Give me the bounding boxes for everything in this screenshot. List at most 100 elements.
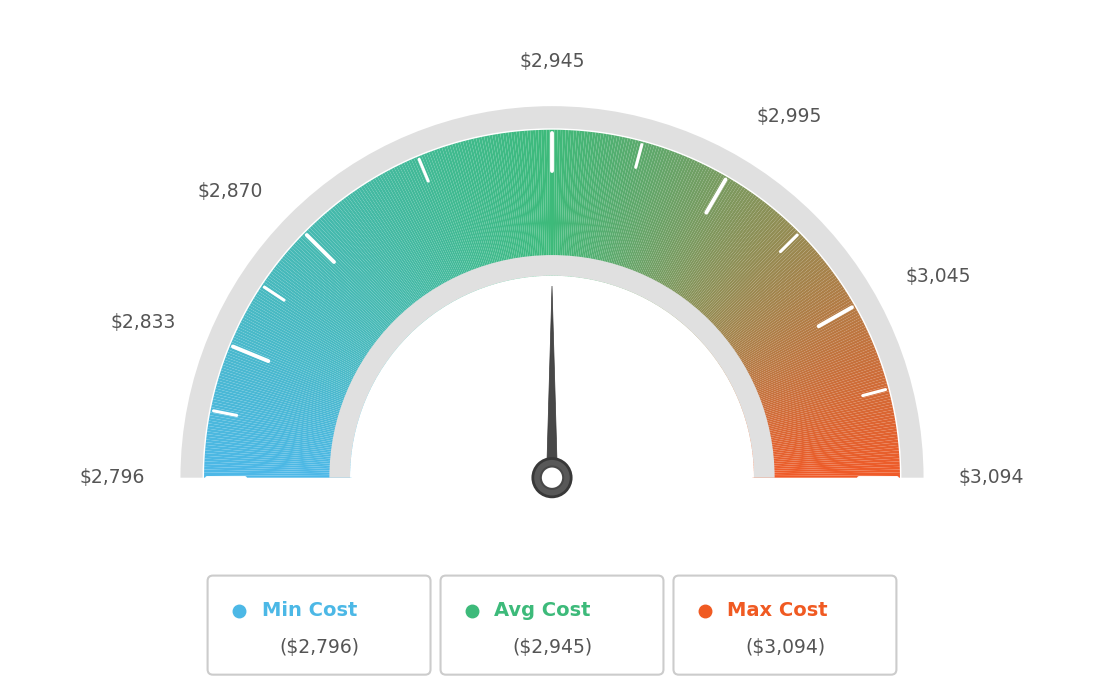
Wedge shape [255, 293, 382, 373]
Wedge shape [449, 144, 495, 286]
Wedge shape [382, 172, 456, 303]
Wedge shape [533, 130, 542, 277]
Wedge shape [298, 237, 407, 340]
Wedge shape [705, 254, 820, 350]
Wedge shape [678, 206, 772, 322]
Wedge shape [341, 199, 432, 318]
Wedge shape [752, 459, 900, 469]
Wedge shape [622, 151, 675, 290]
Wedge shape [289, 248, 402, 346]
Wedge shape [672, 199, 763, 318]
Wedge shape [726, 305, 856, 380]
Wedge shape [479, 137, 511, 282]
Wedge shape [346, 196, 434, 317]
Wedge shape [210, 410, 355, 440]
Wedge shape [690, 226, 794, 334]
Wedge shape [691, 228, 796, 335]
Wedge shape [689, 224, 793, 333]
Wedge shape [736, 342, 873, 401]
Wedge shape [714, 273, 835, 361]
Wedge shape [224, 357, 364, 410]
Wedge shape [363, 184, 445, 309]
Wedge shape [715, 275, 837, 362]
Wedge shape [231, 342, 368, 401]
Text: $3,045: $3,045 [905, 267, 972, 286]
FancyBboxPatch shape [673, 575, 896, 675]
Wedge shape [463, 141, 502, 284]
Wedge shape [439, 148, 489, 288]
Wedge shape [214, 391, 358, 429]
Wedge shape [553, 130, 558, 277]
Wedge shape [566, 130, 580, 278]
Wedge shape [350, 276, 754, 477]
Wedge shape [650, 174, 724, 304]
Text: $2,995: $2,995 [756, 107, 822, 126]
Wedge shape [567, 131, 582, 278]
Wedge shape [724, 301, 853, 377]
Wedge shape [703, 250, 817, 348]
Wedge shape [180, 106, 924, 477]
Wedge shape [719, 284, 842, 368]
Wedge shape [735, 335, 870, 397]
Wedge shape [213, 397, 357, 433]
Wedge shape [258, 289, 383, 371]
Wedge shape [682, 213, 781, 326]
Wedge shape [295, 241, 405, 343]
Wedge shape [633, 159, 696, 295]
Wedge shape [343, 198, 433, 317]
Wedge shape [495, 134, 521, 280]
Wedge shape [752, 456, 900, 466]
Wedge shape [280, 258, 396, 353]
Wedge shape [745, 383, 888, 425]
Wedge shape [721, 289, 846, 371]
Wedge shape [275, 264, 393, 356]
Wedge shape [582, 134, 606, 279]
Wedge shape [693, 232, 800, 337]
Wedge shape [750, 421, 895, 446]
Wedge shape [666, 191, 752, 314]
Wedge shape [297, 239, 406, 342]
Wedge shape [211, 404, 355, 437]
Wedge shape [647, 172, 720, 302]
Wedge shape [574, 132, 593, 279]
Wedge shape [733, 327, 867, 393]
Wedge shape [741, 362, 881, 413]
Wedge shape [701, 246, 813, 345]
Wedge shape [601, 140, 638, 284]
Wedge shape [597, 139, 634, 283]
Wedge shape [573, 132, 591, 278]
Wedge shape [220, 370, 361, 417]
Wedge shape [414, 157, 474, 294]
Wedge shape [550, 130, 552, 277]
Wedge shape [730, 315, 861, 385]
Text: ($2,945): ($2,945) [512, 638, 592, 657]
Wedge shape [205, 445, 352, 460]
Wedge shape [700, 244, 811, 344]
Wedge shape [424, 153, 479, 291]
Wedge shape [263, 282, 386, 366]
Text: Max Cost: Max Cost [728, 602, 828, 620]
Wedge shape [639, 164, 705, 297]
Wedge shape [222, 365, 362, 414]
Wedge shape [468, 139, 506, 283]
Wedge shape [293, 244, 404, 344]
Wedge shape [404, 161, 468, 296]
Wedge shape [492, 135, 519, 280]
Wedge shape [698, 239, 807, 342]
Wedge shape [328, 210, 424, 324]
Wedge shape [470, 139, 507, 283]
Wedge shape [241, 319, 373, 388]
Wedge shape [408, 159, 471, 295]
Wedge shape [750, 423, 896, 448]
Wedge shape [631, 159, 692, 295]
Wedge shape [370, 179, 448, 307]
Wedge shape [541, 130, 548, 277]
Wedge shape [640, 165, 708, 298]
Wedge shape [671, 198, 761, 317]
Wedge shape [741, 359, 880, 411]
Wedge shape [210, 415, 354, 443]
Wedge shape [679, 208, 774, 323]
Wedge shape [648, 172, 722, 303]
Wedge shape [266, 277, 388, 364]
Wedge shape [528, 130, 540, 277]
